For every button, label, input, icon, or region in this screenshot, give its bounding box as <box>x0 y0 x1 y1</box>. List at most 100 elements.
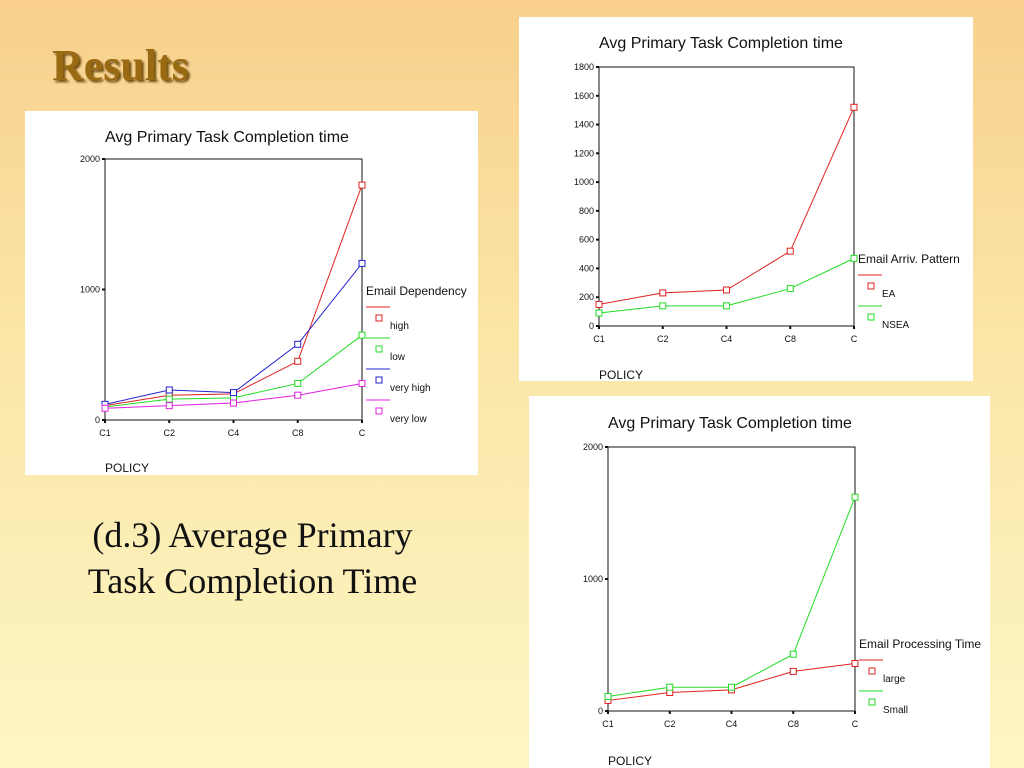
y-tick-label: 1400 <box>574 120 594 130</box>
x-tick-label: C4 <box>721 334 733 344</box>
legend-label: large <box>883 674 906 685</box>
legend-label: NSEA <box>882 320 910 331</box>
x-tick-label: C4 <box>228 428 240 438</box>
chart-panel-email-arrival-pattern: Avg Primary Task Completion time 0 200 400 6… <box>519 17 973 381</box>
x-tick-label: C2 <box>657 334 669 344</box>
data-point <box>230 389 237 397</box>
data-point <box>851 493 859 501</box>
chart-panel-email-dependency: Avg Primary Task Completion time 0 1000 200… <box>25 111 478 475</box>
data-point <box>165 386 173 394</box>
data-point <box>294 379 302 387</box>
y-tick-label: 800 <box>579 206 594 216</box>
legend-marker <box>375 407 383 415</box>
y-tick-label: 400 <box>579 263 594 273</box>
chart-title: Avg Primary Task Completion time <box>105 129 349 146</box>
legend-marker <box>375 345 383 353</box>
data-point <box>786 285 794 293</box>
y-tick-label: 2000 <box>583 442 603 452</box>
y-tick-label: 0 <box>589 321 594 331</box>
chart-email-dependency: Avg Primary Task Completion time 0 1000 200… <box>80 129 467 475</box>
y-tick-label: 1000 <box>80 285 100 295</box>
data-point <box>666 683 674 691</box>
data-point <box>728 683 735 691</box>
data-point <box>850 254 858 262</box>
series-line-large <box>607 662 856 701</box>
legend-marker <box>867 313 875 321</box>
legend-marker <box>375 314 383 322</box>
data-point <box>789 667 797 675</box>
legend-label: very low <box>390 414 427 425</box>
data-point <box>786 247 794 255</box>
legend-label: Small <box>883 705 908 716</box>
slide-caption: (d.3) Average Primary Task Completion Ti… <box>40 512 465 604</box>
data-point <box>850 103 858 111</box>
legend-label: EA <box>882 289 896 300</box>
data-point <box>165 402 173 410</box>
plot-frame <box>607 446 856 712</box>
caption-line-2: Task Completion Time <box>87 561 418 601</box>
data-point <box>230 399 237 407</box>
legend-marker <box>868 667 876 675</box>
y-tick-label: 1000 <box>574 177 594 187</box>
legend-marker <box>868 698 876 706</box>
x-tick-label: C8 <box>292 428 304 438</box>
series-line-very-high <box>104 263 363 405</box>
legend-marker <box>867 282 875 290</box>
x-tick-label: C <box>852 719 859 729</box>
chart-title: Avg Primary Task Completion time <box>608 415 852 432</box>
y-tick-label: 1600 <box>574 91 594 101</box>
y-tick-label: 0 <box>598 706 603 716</box>
data-point <box>101 404 109 412</box>
legend-label: high <box>390 321 409 332</box>
x-tick-label: C4 <box>726 719 738 729</box>
y-tick-label: 200 <box>579 292 594 302</box>
y-tick-label: 1000 <box>583 574 603 584</box>
data-point <box>358 379 366 387</box>
y-tick-label: 1200 <box>574 148 594 158</box>
x-tick-label: C2 <box>163 428 175 438</box>
y-tick-label: 1800 <box>574 62 594 72</box>
x-axis-label: POLICY <box>105 461 149 475</box>
data-point <box>789 650 797 658</box>
data-point <box>723 302 730 310</box>
chart-title: Avg Primary Task Completion time <box>599 35 843 52</box>
chart-email-processing-time: Avg Primary Task Completion time 0 1000 200… <box>583 415 981 768</box>
data-point <box>604 692 612 700</box>
data-point <box>358 331 366 339</box>
series-line-ea <box>598 107 855 305</box>
y-tick-label: 600 <box>579 235 594 245</box>
x-tick-label: C8 <box>784 334 796 344</box>
caption-line-1: (d.3) Average Primary <box>92 515 413 555</box>
data-point <box>723 286 730 294</box>
legend-label: low <box>390 352 406 363</box>
data-point <box>659 302 667 310</box>
legend-marker <box>375 376 383 384</box>
data-point <box>851 659 859 667</box>
data-point <box>294 357 302 365</box>
x-tick-label: C1 <box>593 334 605 344</box>
y-tick-label: 2000 <box>80 154 100 164</box>
x-tick-label: C <box>359 428 366 438</box>
data-point <box>165 395 173 403</box>
legend-title: Email Dependency <box>366 284 467 298</box>
x-axis-label: POLICY <box>608 754 652 768</box>
data-point <box>595 309 603 317</box>
data-point <box>595 300 603 308</box>
slide-title: Results <box>52 41 189 90</box>
x-tick-label: C1 <box>99 428 111 438</box>
data-point <box>294 340 302 348</box>
x-tick-label: C1 <box>602 719 614 729</box>
legend-title: Email Processing Time <box>859 637 981 651</box>
data-point <box>659 289 667 297</box>
series-line-high <box>104 184 363 407</box>
y-tick-label: 0 <box>95 415 100 425</box>
x-tick-label: C8 <box>787 719 799 729</box>
data-point <box>358 259 366 267</box>
x-tick-label: C2 <box>664 719 676 729</box>
x-tick-label: C <box>851 334 858 344</box>
x-axis-label: POLICY <box>599 368 643 381</box>
legend-label: very high <box>390 383 431 394</box>
data-point <box>358 181 366 189</box>
series-line-small <box>607 496 856 697</box>
data-point <box>294 391 302 399</box>
